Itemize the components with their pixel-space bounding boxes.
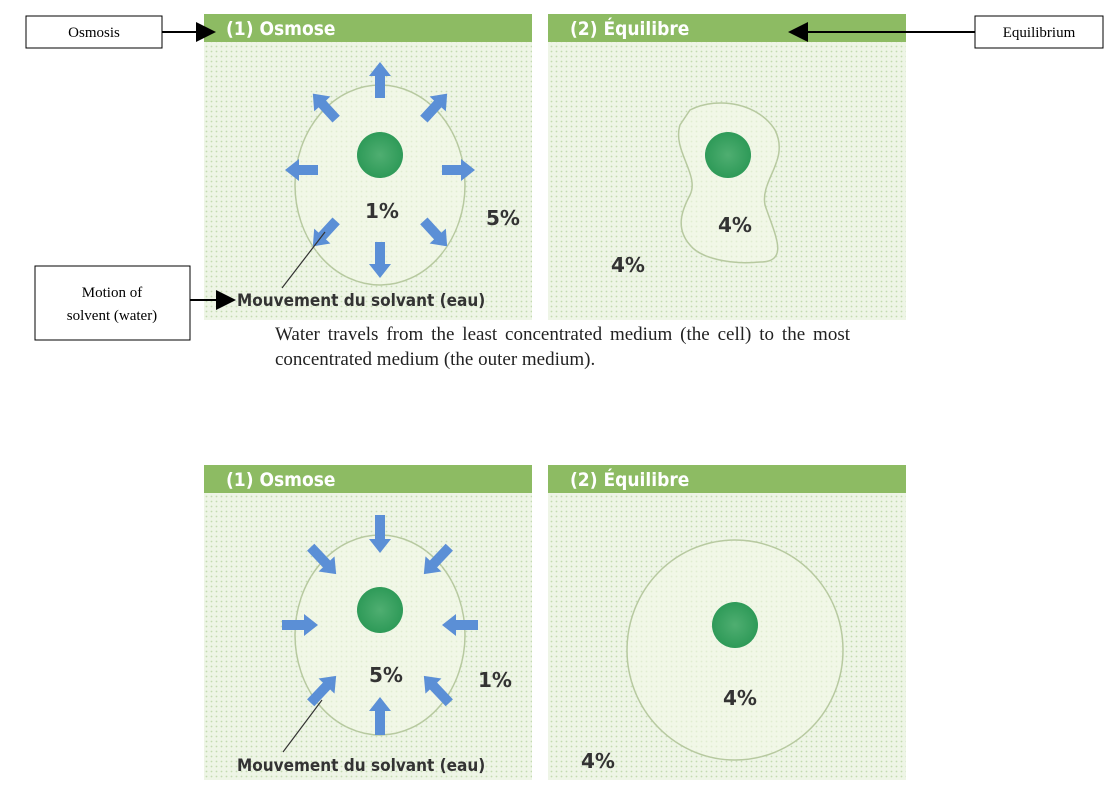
nucleus <box>705 132 751 178</box>
solvent-label: Mouvement du solvant (eau) <box>237 291 485 311</box>
inner-concentration: 4% <box>723 686 757 710</box>
annotation: Equilibrium <box>1003 25 1076 41</box>
inner-concentration: 5% <box>369 663 403 687</box>
outer-concentration: 4% <box>611 253 645 277</box>
outer-concentration: 1% <box>478 668 512 692</box>
nucleus <box>712 602 758 648</box>
panel-title: (2) Équilibre <box>570 468 689 491</box>
annotation: solvent (water) <box>67 308 157 324</box>
page: (1) Osmose 1% 5% Mouvement du solvant (eau)… <box>0 0 1105 787</box>
cell-membrane <box>627 540 843 760</box>
outer-concentration: 5% <box>486 206 520 230</box>
diagram: (1) Osmose 1% 5% Mouvement du solvant (eau)… <box>0 0 1105 787</box>
panel-title: (1) Osmose <box>226 18 336 40</box>
nucleus <box>357 587 403 633</box>
nucleus <box>357 132 403 178</box>
solvent-label: Mouvement du solvant (eau) <box>237 756 485 776</box>
caption: Water travels from the least concentrate… <box>275 322 850 372</box>
cell-membrane <box>679 103 780 263</box>
panels: (1) Osmose 1% 5% Mouvement du solvant (eau)… <box>204 14 906 780</box>
panel-title: (2) Équilibre <box>570 17 689 40</box>
annotation: Motion of <box>82 285 142 301</box>
panel-title: (1) Osmose <box>226 469 336 491</box>
annotation-box <box>35 266 190 340</box>
inner-concentration: 4% <box>718 213 752 237</box>
annotation: Osmosis <box>68 25 120 41</box>
outer-concentration: 4% <box>581 749 615 773</box>
inner-concentration: 1% <box>365 199 399 223</box>
